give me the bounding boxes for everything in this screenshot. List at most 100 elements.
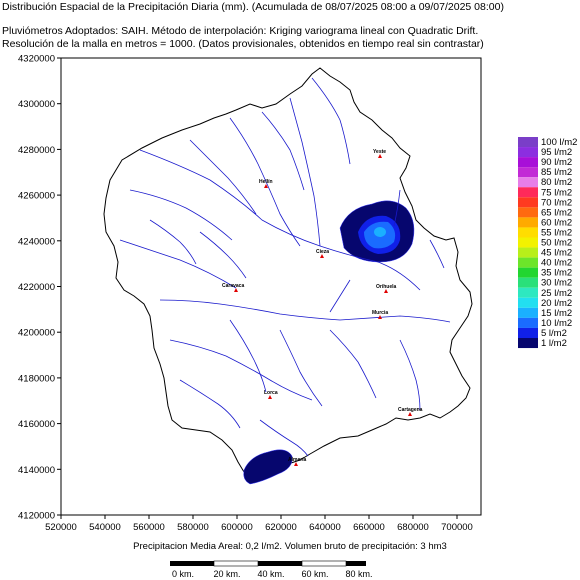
legend-swatch: [518, 167, 538, 178]
legend-swatch: [518, 137, 538, 148]
precip-zone-south: [243, 449, 293, 485]
legend-label: 10 l/m2: [541, 318, 572, 329]
resolution-line: Resolución de la malla en metros = 1000.…: [2, 38, 484, 50]
y-tick-label: 4140000: [18, 465, 55, 476]
city-murcia: Murcia: [372, 310, 388, 319]
areal-precip-summary: Precipitacion Media Areal: 0,2 l/m2. Vol…: [133, 541, 447, 552]
legend-label: 35 l/m2: [541, 268, 572, 279]
legend-swatch: [518, 267, 538, 278]
legend-label: 100 l/m2: [541, 137, 577, 148]
svg-text:Murcia: Murcia: [372, 310, 388, 316]
legend-label: 20 l/m2: [541, 298, 572, 309]
x-tick-label: 540000: [89, 522, 121, 533]
city-caravaca: Caravaca: [222, 283, 244, 292]
y-tick-label: 4240000: [18, 236, 55, 247]
legend-label: 80 l/m2: [541, 177, 572, 188]
y-axis: 4320000 4300000 4280000 4260000 4240000 …: [18, 54, 61, 522]
x-tick-label: 520000: [45, 522, 77, 533]
legend-label: 15 l/m2: [541, 308, 572, 319]
svg-text:Cieza: Cieza: [316, 249, 329, 255]
basin-outline: [103, 67, 473, 481]
legend-label: 90 l/m2: [541, 157, 572, 168]
scale-bar: 0 km. 20 km. 40 km. 60 km. 80 km.: [170, 560, 373, 579]
x-tick-label: 660000: [353, 522, 385, 533]
scale-label: 0 km.: [172, 569, 194, 579]
x-tick-label: 620000: [265, 522, 297, 533]
y-tick-label: 4320000: [18, 54, 55, 65]
scale-label: 20 km.: [213, 569, 240, 579]
svg-text:Cartagena: Cartagena: [398, 407, 423, 413]
city-almeria: Almería: [288, 457, 307, 466]
legend-label: 1 l/m2: [541, 338, 567, 349]
legend-swatch: [518, 197, 538, 208]
city-hellin: Hellín: [259, 179, 273, 188]
legend-swatch: [518, 327, 538, 338]
precip-zone-north: [339, 200, 415, 263]
river-network: [119, 77, 451, 457]
legend-swatch: [518, 338, 538, 349]
legend-swatch: [518, 297, 538, 308]
y-tick-label: 4200000: [18, 328, 55, 339]
svg-text:Almería: Almería: [288, 457, 307, 463]
legend-swatch: [518, 307, 538, 318]
legend-label: 75 l/m2: [541, 187, 572, 198]
legend-label: 40 l/m2: [541, 258, 572, 269]
city-yeste: Yeste: [373, 149, 386, 158]
svg-text:Orihuela: Orihuela: [376, 284, 397, 290]
y-tick-label: 4120000: [18, 511, 55, 522]
legend-label: 50 l/m2: [541, 238, 572, 249]
x-tick-label: 560000: [133, 522, 165, 533]
y-tick-label: 4220000: [18, 282, 55, 293]
x-tick-label: 600000: [221, 522, 253, 533]
legend-label: 95 l/m2: [541, 147, 572, 158]
svg-text:Hellín: Hellín: [259, 179, 273, 185]
legend-swatch: [518, 247, 538, 258]
legend-label: 70 l/m2: [541, 197, 572, 208]
legend-swatch: [518, 317, 538, 328]
y-tick-label: 4160000: [18, 419, 55, 430]
scale-label: 40 km.: [257, 569, 284, 579]
legend-swatch: [518, 257, 538, 268]
legend-label: 30 l/m2: [541, 278, 572, 289]
legend-swatch: [518, 177, 538, 188]
legend-swatch: [518, 287, 538, 298]
legend-swatch: [518, 157, 538, 168]
legend-swatch: [518, 227, 538, 238]
legend-swatch: [518, 277, 538, 288]
svg-text:Caravaca: Caravaca: [222, 283, 244, 289]
city-orihuela: Orihuela: [376, 284, 397, 293]
y-tick-label: 4180000: [18, 373, 55, 384]
legend-swatch: [518, 237, 538, 248]
legend-swatch: [518, 147, 538, 158]
legend-swatch: [518, 187, 538, 198]
legend-label: 45 l/m2: [541, 248, 572, 259]
x-axis: 520000 540000 560000 580000 600000 62000…: [45, 515, 473, 533]
x-tick-label: 580000: [177, 522, 209, 533]
scale-label: 60 km.: [301, 569, 328, 579]
x-tick-label: 700000: [441, 522, 473, 533]
x-tick-label: 680000: [397, 522, 429, 533]
legend-swatch: [518, 207, 538, 218]
legend-label: 55 l/m2: [541, 227, 572, 238]
method-line: Pluviómetros Adoptados: SAIH. Método de …: [2, 25, 479, 37]
svg-text:Yeste: Yeste: [373, 149, 386, 155]
legend-label: 5 l/m2: [541, 328, 567, 339]
legend-label: 65 l/m2: [541, 207, 572, 218]
y-tick-label: 4280000: [18, 145, 55, 156]
legend-swatch: [518, 217, 538, 228]
scale-label: 80 km.: [345, 569, 372, 579]
map-title: Distribución Espacial de la Precipitació…: [2, 1, 504, 13]
svg-text:Lorca: Lorca: [264, 390, 278, 396]
city-cieza: Cieza: [316, 249, 329, 258]
y-tick-label: 4300000: [18, 99, 55, 110]
legend-label: 25 l/m2: [541, 288, 572, 299]
legend-label: 60 l/m2: [541, 217, 572, 228]
city-cartagena: Cartagena: [398, 407, 423, 416]
city-lorca: Lorca: [264, 390, 278, 399]
city-markers: Yeste Hellín Cieza Orihuela Caravaca Mur…: [222, 149, 423, 466]
x-tick-label: 640000: [309, 522, 341, 533]
y-tick-label: 4260000: [18, 191, 55, 202]
legend-label: 85 l/m2: [541, 167, 572, 178]
